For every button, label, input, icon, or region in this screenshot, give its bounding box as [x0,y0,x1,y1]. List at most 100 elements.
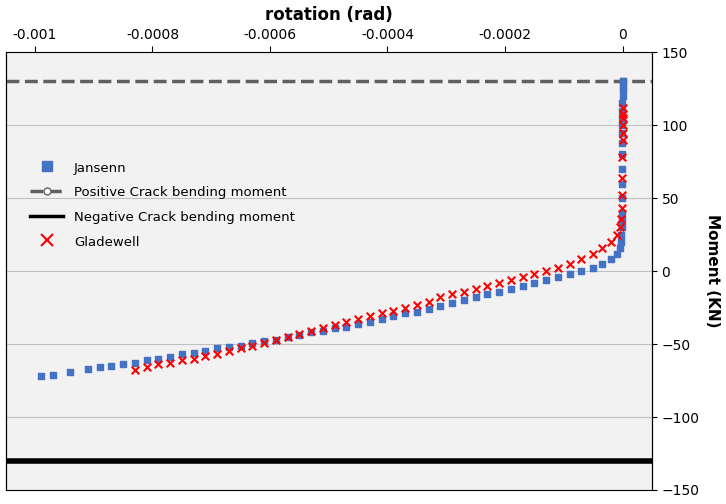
Point [118,360,129,368]
Point [317,327,329,335]
Point [493,287,505,295]
Point [605,256,616,264]
Point [587,264,599,272]
Point [616,191,628,199]
Point [223,343,234,351]
Point [540,276,552,284]
Point [247,342,258,350]
Point [540,267,552,275]
Point [399,309,411,318]
Point [282,333,293,341]
Point [616,78,628,86]
Point [616,209,628,217]
Point [411,301,423,309]
Point [306,329,317,337]
Point [352,320,364,328]
Point [596,260,608,268]
Point [388,312,399,321]
Point [388,306,399,314]
X-axis label: rotation (rad): rotation (rad) [265,6,393,24]
Point [616,129,628,137]
Point [423,305,434,313]
Point [329,324,340,332]
Point [176,350,187,358]
Point [564,260,576,268]
Point [616,82,628,90]
Point [352,315,364,323]
Point [613,244,625,252]
Point [329,321,340,329]
Point [458,287,470,295]
Point [94,363,105,371]
Point [552,264,563,272]
Point [470,293,481,301]
Point [616,136,628,144]
Point [164,353,176,361]
Point [616,174,628,182]
Point [258,337,270,345]
Point [613,223,625,231]
Point [364,318,375,326]
Point [258,339,270,347]
Point [616,139,628,147]
Point [616,179,628,187]
Point [200,352,211,360]
Point [152,355,164,363]
Point [576,267,587,275]
Point [35,372,46,380]
Point [188,355,200,363]
Point [564,270,576,278]
Point [505,285,517,293]
Point [616,114,628,122]
Y-axis label: Moment (KN): Moment (KN) [706,214,720,328]
Point [552,273,563,281]
Point [82,365,94,373]
Point [616,86,628,94]
Point [152,360,164,368]
Point [65,368,76,376]
Point [576,256,587,264]
Point [293,330,305,338]
Point [517,282,529,290]
Point [616,78,628,86]
Point [435,302,446,310]
Point [399,303,411,311]
Point [616,121,628,130]
Point [340,318,352,326]
Point [616,104,628,112]
Point [481,282,493,290]
Point [376,309,388,318]
Point [223,347,234,355]
Point [340,323,352,331]
Point [317,324,329,332]
Point [611,249,622,258]
Point [470,285,481,293]
Point [458,296,470,304]
Legend: Jansenn, Positive Crack bending moment, Negative Crack bending moment, Gladewell: Jansenn, Positive Crack bending moment, … [25,155,300,254]
Point [616,109,628,117]
Point [616,165,628,173]
Point [46,370,58,379]
Point [376,315,388,323]
Point [234,344,246,352]
Point [616,129,628,137]
Point [435,293,446,301]
Point [616,121,628,130]
Point [616,216,628,224]
Point [596,244,608,252]
Point [270,336,282,344]
Point [141,363,152,371]
Point [529,279,540,287]
Point [587,249,599,258]
Point [616,153,628,161]
Point [282,333,293,341]
Point [129,359,141,367]
Point [605,238,616,246]
Point [411,308,423,316]
Point [446,290,458,298]
Point [616,215,627,223]
Point [611,231,622,239]
Point [616,231,627,239]
Point [616,223,627,231]
Point [105,362,117,370]
